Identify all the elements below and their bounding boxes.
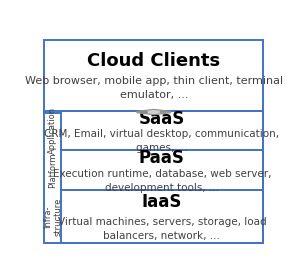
Text: IaaS: IaaS [142, 193, 182, 212]
Text: Web browser, mobile app, thin client, terminal
emulator, ...: Web browser, mobile app, thin client, te… [25, 76, 283, 100]
Text: Application: Application [48, 107, 57, 154]
Polygon shape [136, 109, 171, 115]
Text: CRM, Email, virtual desktop, communication,
games, ...: CRM, Email, virtual desktop, communicati… [44, 130, 280, 153]
Bar [44, 111, 263, 243]
Text: Cloud Clients: Cloud Clients [87, 52, 220, 70]
Text: Execution runtime, database, web server,
development tools, ...: Execution runtime, database, web server,… [52, 168, 271, 193]
Text: PaaS: PaaS [139, 149, 185, 167]
Text: SaaS: SaaS [139, 110, 185, 128]
Text: Infra-
structure: Infra- structure [43, 197, 62, 235]
Bar [61, 150, 263, 190]
Bar [44, 40, 263, 113]
Text: Platform: Platform [48, 152, 57, 188]
Bar [61, 111, 263, 150]
Text: Virtual machines, servers, storage, load
balancers, network, ...: Virtual machines, servers, storage, load… [58, 217, 266, 241]
Bar [61, 190, 263, 243]
